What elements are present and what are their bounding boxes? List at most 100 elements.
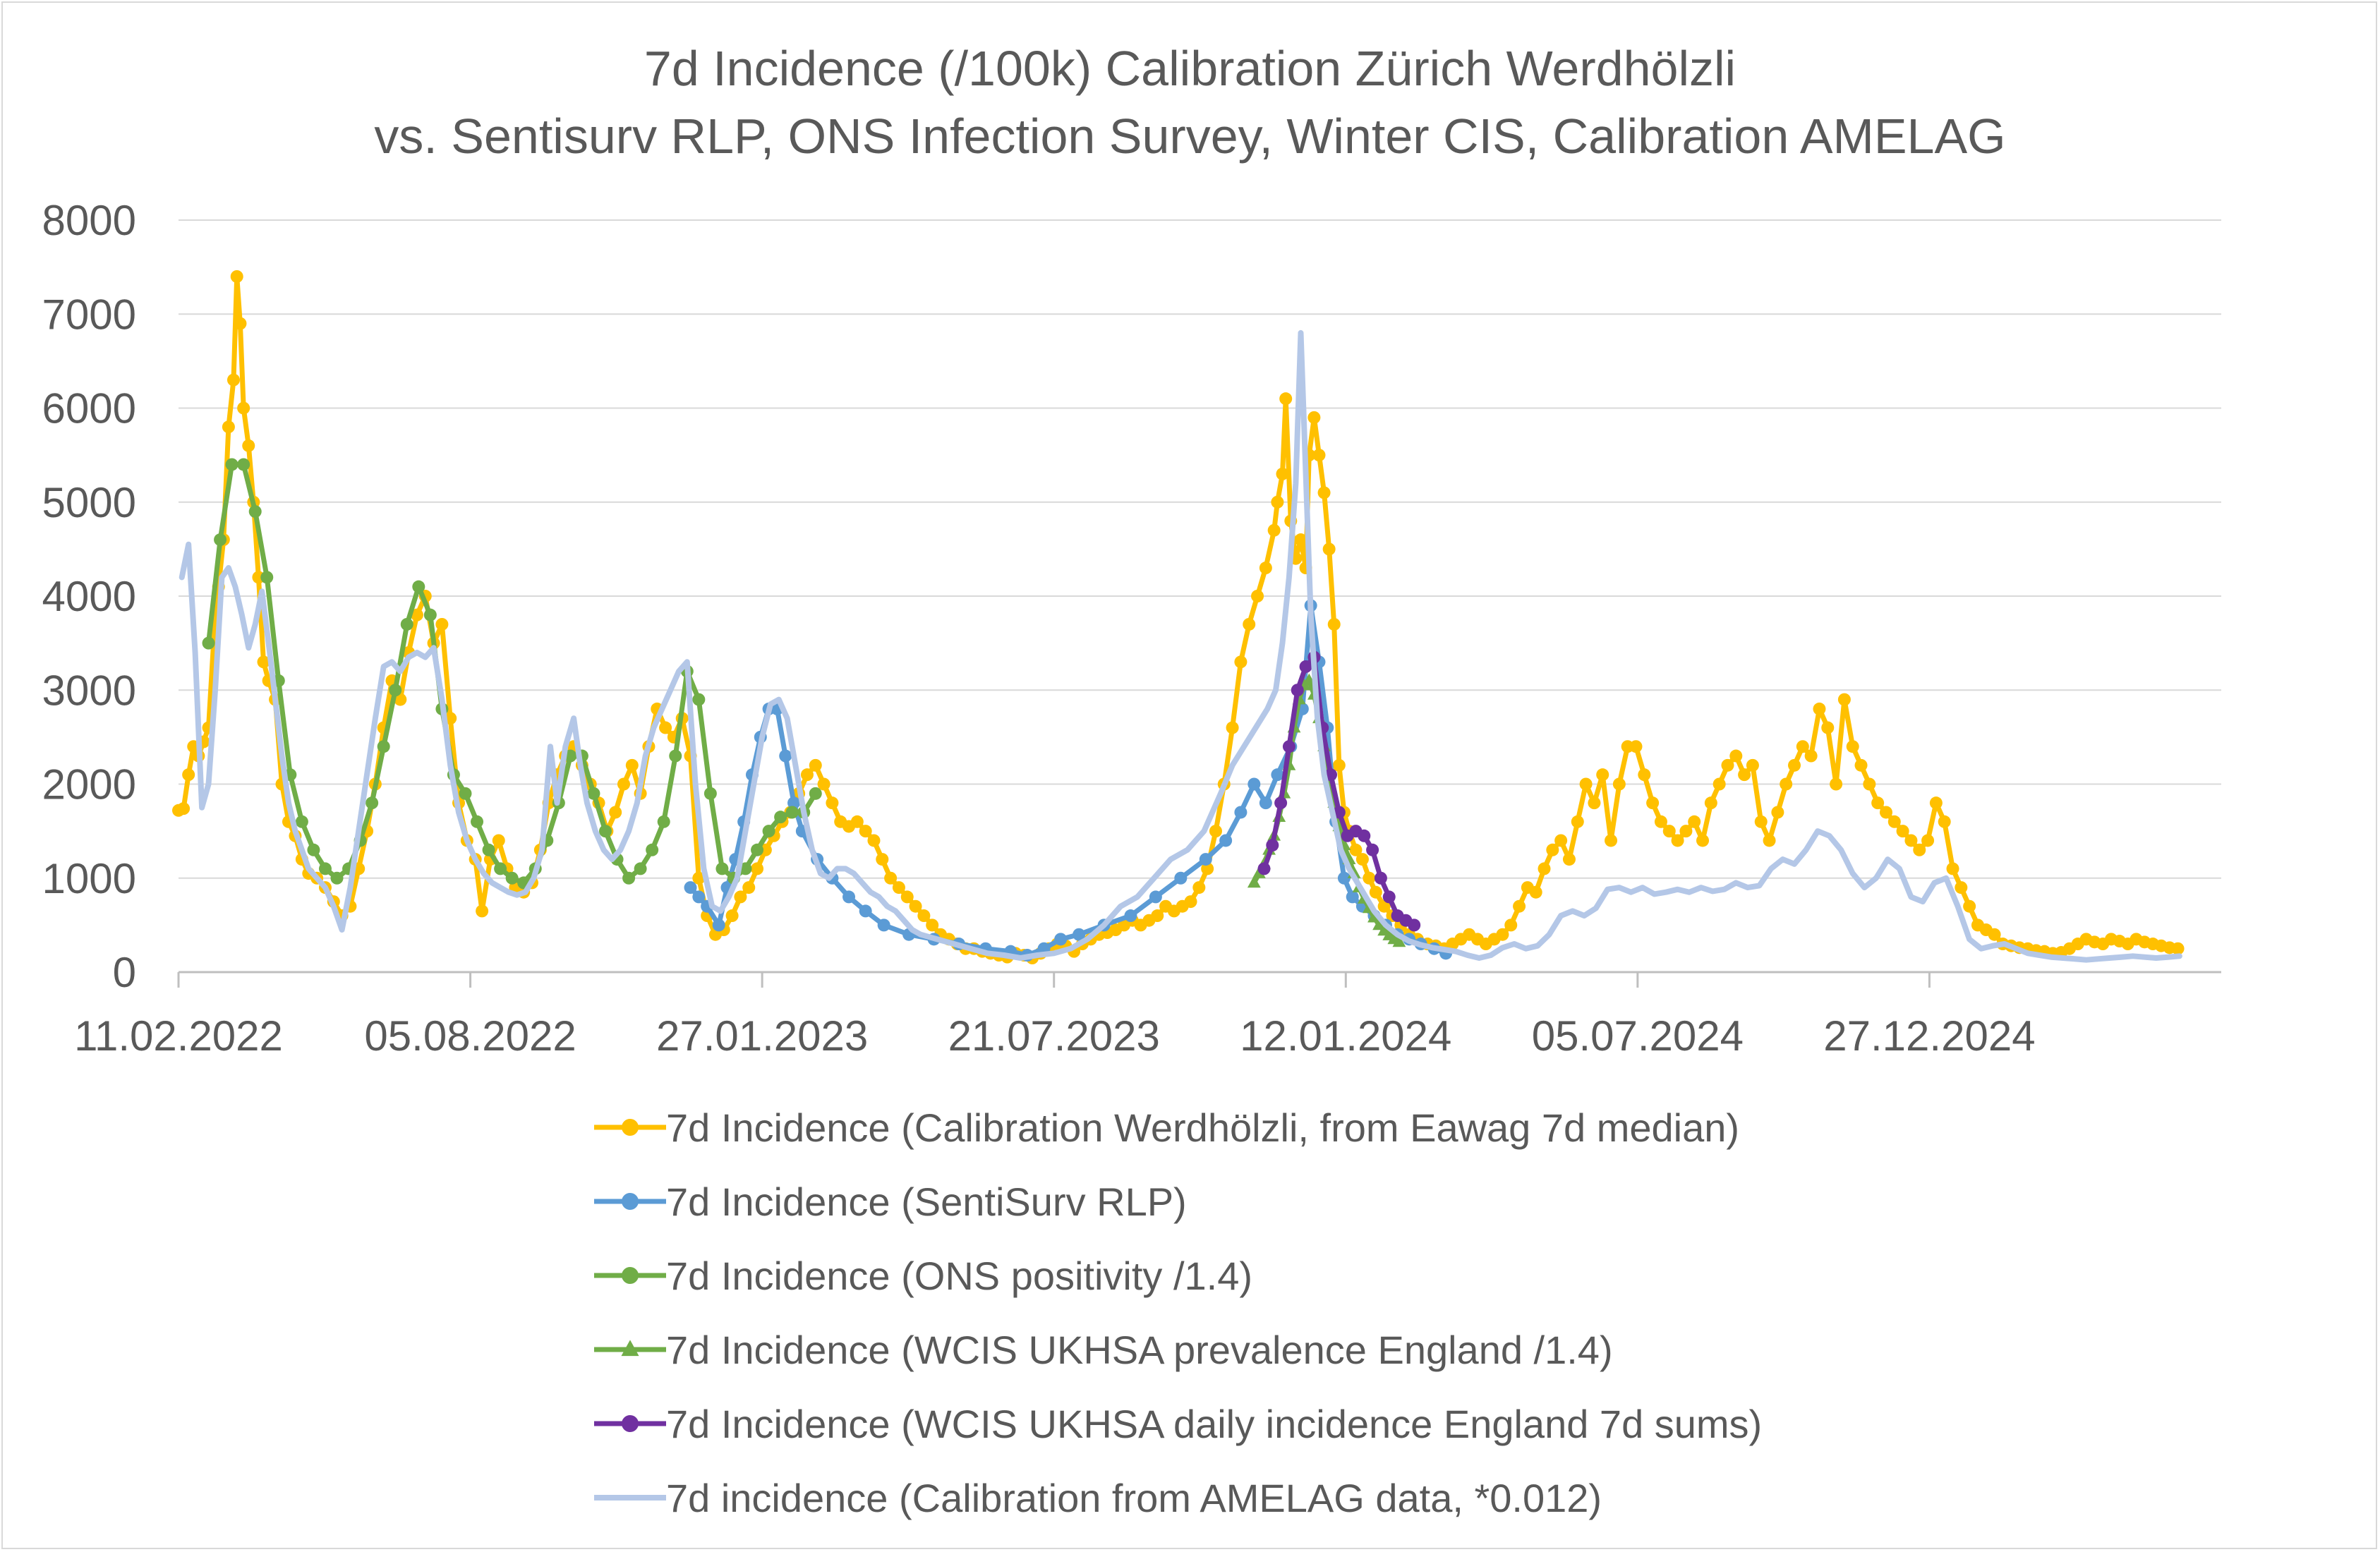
data-point [330,871,344,885]
data-point [1307,411,1321,424]
data-point [1988,928,2001,941]
data-point [809,787,822,800]
data-point [1369,885,1382,899]
legend-swatch-marker [622,1415,639,1432]
data-point [1746,758,1759,772]
data-point [1408,919,1421,932]
data-point [1349,843,1363,856]
data-point [1688,815,1701,828]
data-point [234,317,247,330]
data-point [587,787,600,800]
data-point [1538,862,1551,875]
data-point [617,777,630,791]
data-point [909,899,922,913]
data-point [1282,740,1295,753]
y-tick-label: 6000 [42,385,136,432]
legend-swatch-marker [621,1340,639,1357]
data-point [1149,890,1162,904]
data-point [1863,777,1876,791]
data-point [1629,740,1643,753]
x-tick-label: 05.08.2022 [364,1012,576,1060]
data-point [779,749,792,763]
data-point [1579,777,1593,791]
data-point [1788,758,1801,772]
data-point [482,843,495,856]
data-point [1754,815,1768,828]
data-point [225,458,238,471]
data-point [1588,796,1601,810]
data-point [1796,740,1809,753]
data-point [1073,928,1086,941]
x-tick-label: 11.02.2022 [74,1012,283,1060]
data-point [785,806,799,819]
legend-label: 7d Incidence (Calibration Werdhölzli, fr… [666,1105,1739,1150]
data-point [1317,486,1331,499]
data-point [400,617,413,631]
data-point [1837,693,1851,706]
y-tick-label: 7000 [42,291,136,338]
y-tick-label: 1000 [42,855,136,902]
data-point [1322,542,1336,556]
x-tick-label: 27.01.2023 [656,1012,868,1060]
data-point [1276,467,1289,480]
y-tick-label: 8000 [42,197,136,244]
legend: 7d Incidence (Calibration Werdhölzli, fr… [594,1105,1762,1520]
data-point [1921,834,1935,847]
data-point [1312,449,1326,462]
data-point [1821,721,1835,734]
series-layer [172,269,2185,965]
data-point [295,815,308,828]
x-tick-label: 05.07.2024 [1532,1012,1744,1060]
data-point [762,825,775,838]
data-point [1226,721,1239,734]
data-point [1571,815,1584,828]
legend-item: 7d incidence (Calibration from AMELAG da… [594,1476,1602,1520]
y-tick-label: 3000 [42,667,136,714]
data-point [1879,806,1892,819]
data-point [739,862,752,875]
data-point [751,843,764,856]
series-5 [179,329,2182,963]
data-point [1721,758,1734,772]
legend-item: 7d Incidence (WCIS UKHSA prevalence Engl… [594,1328,1613,1372]
data-point [1955,881,1968,895]
data-point [917,909,931,923]
data-point [1274,796,1288,810]
data-point [1738,768,1751,782]
series-line [179,329,2182,963]
data-point [669,749,682,763]
data-point [237,458,250,471]
data-point [1696,834,1710,847]
data-point [657,815,670,828]
data-point [1366,843,1379,856]
data-point [1830,777,1843,791]
data-point [715,862,729,875]
data-point [1562,853,1576,866]
data-point [850,815,864,828]
data-point [877,919,890,932]
data-point [1259,562,1272,575]
data-point [1382,890,1396,904]
x-tick-label: 12.01.2024 [1240,1012,1451,1060]
data-point [725,909,739,923]
data-point [1896,825,1909,838]
data-point [318,862,332,875]
data-point [1234,806,1248,819]
data-point [1929,796,1943,810]
data-point [389,684,402,697]
data-point [1243,617,1256,631]
data-point [459,787,472,800]
data-point [1813,702,1826,715]
data-point [1887,815,1901,828]
data-point [1174,871,1188,885]
data-point [859,825,872,838]
legend-label: 7d Incidence (WCIS UKHSA prevalence Engl… [666,1328,1613,1372]
data-point [242,439,255,452]
x-tick-label: 21.07.2023 [948,1012,1160,1060]
data-point [1358,829,1371,842]
data-point [1638,768,1651,782]
data-point [1192,881,1206,895]
data-point [394,693,407,706]
data-point [1763,834,1776,847]
